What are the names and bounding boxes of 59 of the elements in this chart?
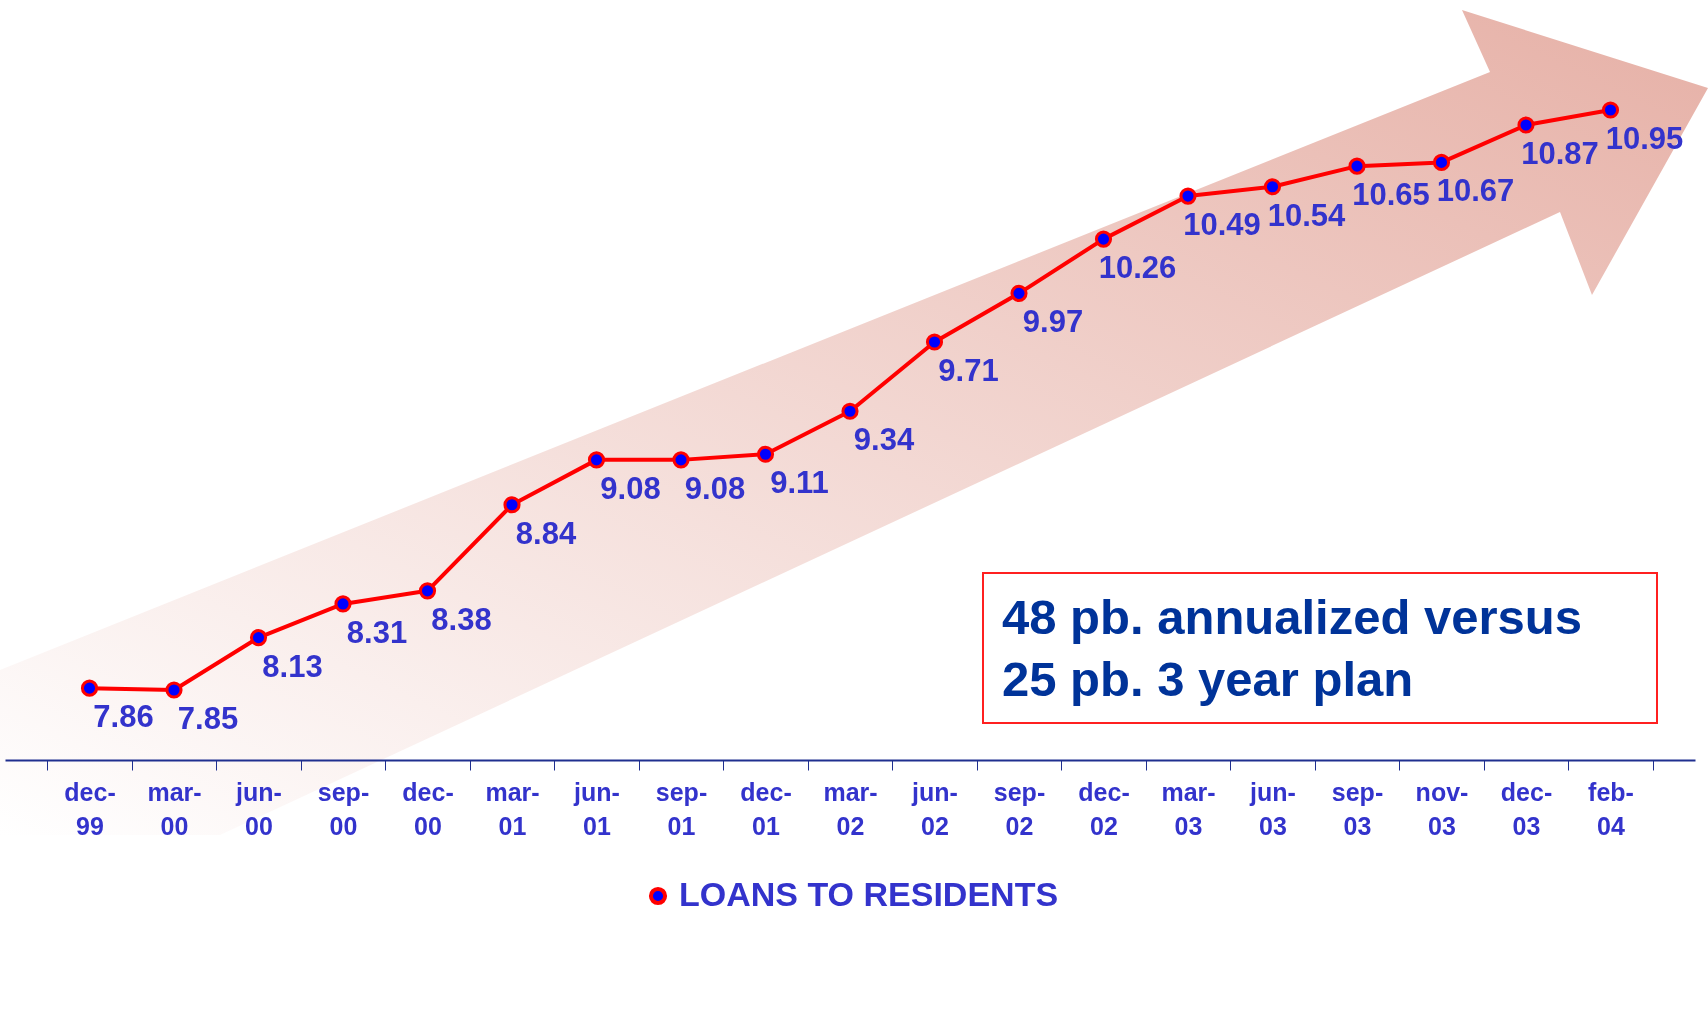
point <box>1179 187 1197 205</box>
point <box>587 451 606 469</box>
point <box>503 496 521 514</box>
x-tick-label: jun-01 <box>573 777 620 840</box>
x-tick-label: mar-00 <box>147 777 202 840</box>
point <box>1601 101 1620 119</box>
point <box>1263 178 1282 196</box>
x-tick-label: dec-01 <box>740 777 792 840</box>
x-tick-label: sep-01 <box>655 777 708 840</box>
data-label: 9.08 <box>684 470 746 506</box>
annotation: 48 pb. annualized versus 25 pb. 3 year plan <box>982 572 1658 724</box>
point <box>1432 153 1451 171</box>
data-label: 10.49 <box>1183 207 1261 243</box>
point <box>418 582 437 600</box>
x-tick-label: jun-00 <box>235 777 282 840</box>
x-tick-label: mar-02 <box>823 777 878 840</box>
point <box>1348 157 1366 175</box>
point <box>925 333 944 351</box>
data-label: 9.97 <box>1022 304 1084 340</box>
data-label: 8.13 <box>262 648 323 684</box>
x-tick-label: dec-02 <box>1078 777 1130 840</box>
x-tick-label: mar-03 <box>1161 777 1216 840</box>
data-label: 8.31 <box>346 614 408 650</box>
point <box>756 445 775 463</box>
x-tick-label: mar-01 <box>485 777 540 840</box>
data-label: 7.85 <box>177 701 239 736</box>
data-label: 10.67 <box>1436 173 1515 209</box>
x-tick-label: feb-04 <box>1588 777 1634 840</box>
data-label: 8.38 <box>431 601 492 637</box>
x-tick-label: sep-00 <box>317 777 370 840</box>
point <box>1094 230 1113 248</box>
data-label: 10.87 <box>1521 135 1599 171</box>
data-label: 10.54 <box>1267 197 1347 233</box>
point <box>165 681 183 699</box>
x-tick-label: nov-03 <box>1415 777 1469 840</box>
point <box>1517 116 1535 134</box>
x-tick-label: dec-03 <box>1500 777 1553 840</box>
point <box>249 629 268 647</box>
data-label: 10.26 <box>1098 250 1177 286</box>
x-tick-label: sep-02 <box>993 777 1046 840</box>
data-label: 9.71 <box>938 353 999 388</box>
data-label: 9.11 <box>770 465 829 501</box>
point <box>672 451 690 469</box>
x-tick-label: jun-03 <box>1249 777 1296 840</box>
data-label: 9.34 <box>853 422 915 458</box>
data-label: 7.86 <box>93 699 154 735</box>
data-label: 10.65 <box>1352 177 1430 213</box>
point <box>1010 284 1028 302</box>
x-tick-label: sep-03 <box>1331 777 1384 840</box>
data-label: 8.84 <box>515 515 577 551</box>
point <box>841 402 859 420</box>
x-tick-label: dec-00 <box>402 777 454 840</box>
legend-label: LOANS TO RESIDENTS <box>679 875 1059 913</box>
point <box>334 595 352 613</box>
point <box>80 679 99 697</box>
x-tick-label: dec-99 <box>64 777 116 840</box>
data-label: 10.95 <box>1605 121 1684 156</box>
x-tick-label: jun-02 <box>911 777 958 840</box>
data-label: 9.08 <box>600 470 661 506</box>
